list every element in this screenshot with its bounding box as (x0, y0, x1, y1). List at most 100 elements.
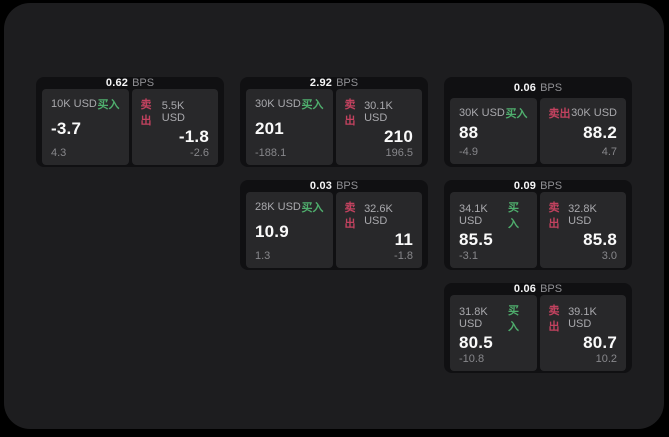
sell-amount: 39.1K USD (568, 306, 597, 330)
quote-card: 2.92 BPS 30K USD 买入 201 -188.1 卖出 30.1K … (240, 77, 428, 167)
buy-top-row: 34.1K USD 买入 (459, 199, 528, 231)
sell-delta: 3.0 (601, 249, 617, 262)
buy-sell-panels: 34.1K USD 买入 85.5 -3.1 卖出 32.8K USD 85.8… (450, 192, 626, 268)
buy-amount: 34.1K USD (459, 203, 488, 227)
buy-delta: 1.3 (255, 249, 271, 262)
sell-delta: 10.2 (595, 352, 617, 365)
buy-price: 85.5 (459, 230, 493, 249)
buy-top-row: 28K USD 买入 (255, 199, 324, 215)
buy-amount: 31.8K USD (459, 306, 488, 330)
sell-side-label: 卖出 (548, 108, 571, 120)
buy-amount: 30K USD (255, 98, 301, 110)
card-header: 0.06 BPS (450, 283, 626, 295)
buy-panel[interactable]: 30K USD 买入 201 -188.1 (246, 89, 333, 165)
sell-delta: 196.5 (385, 146, 413, 159)
quote-card: 0.06 BPS 30K USD 买入 88 -4.9 卖出 30K USD 8… (444, 77, 632, 167)
bps-unit-label: BPS (336, 180, 359, 192)
sell-price: 85.8 (583, 230, 617, 249)
sell-panel[interactable]: 卖出 39.1K USD 80.7 10.2 (539, 295, 626, 371)
sell-side-label: 卖出 (548, 305, 560, 333)
quote-card: 0.06 BPS 31.8K USD 买入 80.5 -10.8 卖出 39.1… (444, 283, 632, 373)
buy-delta: -10.8 (459, 352, 485, 365)
quote-card: 0.62 BPS 10K USD 买入 -3.7 4.3 卖出 5.5K USD… (36, 77, 224, 167)
sell-amount: 32.8K USD (568, 203, 597, 227)
buy-sell-panels: 10K USD 买入 -3.7 4.3 卖出 5.5K USD -1.8 -2.… (42, 89, 218, 165)
buy-side-label: 买入 (301, 202, 324, 214)
buy-price: 10.9 (255, 222, 289, 241)
sell-price: 80.7 (583, 333, 617, 352)
sell-top-row: 卖出 39.1K USD (549, 302, 618, 334)
bps-value: 0.03 (309, 180, 333, 192)
sell-panel[interactable]: 卖出 5.5K USD -1.8 -2.6 (131, 89, 218, 165)
buy-side-label: 买入 (507, 202, 519, 230)
buy-delta: -188.1 (255, 146, 287, 159)
quote-card: 0.03 BPS 28K USD 买入 10.9 1.3 卖出 32.6K US… (240, 180, 428, 270)
quotes-grid: 0.62 BPS 10K USD 买入 -3.7 4.3 卖出 5.5K USD… (36, 77, 632, 373)
sell-panel[interactable]: 卖出 32.8K USD 85.8 3.0 (539, 192, 626, 268)
buy-side-label: 买入 (97, 99, 120, 111)
bps-unit-label: BPS (540, 283, 563, 295)
sell-panel[interactable]: 卖出 32.6K USD 11 -1.8 (335, 192, 422, 268)
buy-panel[interactable]: 31.8K USD 买入 80.5 -10.8 (450, 295, 537, 371)
sell-panel[interactable]: 卖出 30.1K USD 210 196.5 (335, 89, 422, 165)
buy-sell-panels: 30K USD 买入 201 -188.1 卖出 30.1K USD 210 1… (246, 89, 422, 165)
bps-unit-label: BPS (336, 77, 359, 89)
bps-value: 0.06 (513, 283, 537, 295)
buy-top-row: 30K USD 买入 (459, 105, 528, 121)
sell-side-label: 卖出 (548, 202, 560, 230)
buy-delta: 4.3 (51, 146, 67, 159)
sell-panel[interactable]: 卖出 30K USD 88.2 4.7 (539, 98, 626, 164)
sell-delta: -1.8 (394, 249, 413, 262)
sell-price: 88.2 (583, 123, 617, 143)
sell-top-row: 卖出 30K USD (549, 105, 618, 121)
sell-delta: 4.7 (601, 146, 617, 158)
buy-delta: -4.9 (459, 146, 478, 158)
sell-amount: 30.1K USD (364, 100, 393, 124)
sell-top-row: 卖出 32.8K USD (549, 199, 618, 231)
sell-side-label: 卖出 (140, 99, 152, 127)
buy-panel[interactable]: 30K USD 买入 88 -4.9 (450, 98, 537, 164)
sell-price: -1.8 (178, 127, 209, 146)
buy-amount: 30K USD (459, 107, 505, 119)
buy-price: 201 (255, 119, 284, 138)
sell-price: 11 (394, 230, 413, 249)
sell-amount: 5.5K USD (161, 100, 185, 124)
buy-top-row: 10K USD 买入 (51, 96, 120, 112)
buy-panel[interactable]: 34.1K USD 买入 85.5 -3.1 (450, 192, 537, 268)
card-header: 0.09 BPS (450, 180, 626, 192)
app-window: 0.62 BPS 10K USD 买入 -3.7 4.3 卖出 5.5K USD… (4, 3, 664, 429)
buy-amount: 28K USD (255, 201, 301, 213)
sell-side-label: 卖出 (344, 202, 356, 230)
card-header: 0.62 BPS (42, 77, 218, 89)
bps-value: 0.62 (105, 77, 129, 89)
buy-side-label: 买入 (507, 305, 519, 333)
buy-panel[interactable]: 28K USD 买入 10.9 1.3 (246, 192, 333, 268)
bps-value: 0.06 (513, 81, 537, 94)
sell-top-row: 卖出 5.5K USD (141, 96, 210, 128)
buy-panel[interactable]: 10K USD 买入 -3.7 4.3 (42, 89, 129, 165)
buy-side-label: 买入 (505, 108, 528, 120)
sell-top-row: 卖出 30.1K USD (345, 96, 414, 128)
buy-sell-panels: 28K USD 买入 10.9 1.3 卖出 32.6K USD 11 -1.8 (246, 192, 422, 268)
buy-price: -3.7 (51, 119, 82, 138)
buy-amount: 10K USD (51, 98, 97, 110)
sell-price: 210 (384, 127, 413, 146)
quote-card: 0.09 BPS 34.1K USD 买入 85.5 -3.1 卖出 32.8K… (444, 180, 632, 270)
sell-side-label: 卖出 (344, 99, 356, 127)
card-header: 2.92 BPS (246, 77, 422, 89)
sell-top-row: 卖出 32.6K USD (345, 199, 414, 231)
buy-top-row: 31.8K USD 买入 (459, 302, 528, 334)
buy-price: 88 (459, 123, 479, 143)
buy-sell-panels: 31.8K USD 买入 80.5 -10.8 卖出 39.1K USD 80.… (450, 295, 626, 371)
bps-unit-label: BPS (540, 81, 563, 94)
buy-sell-panels: 30K USD 买入 88 -4.9 卖出 30K USD 88.2 4.7 (450, 98, 626, 164)
sell-delta: -2.6 (190, 146, 209, 159)
card-header: 0.03 BPS (246, 180, 422, 192)
bps-value: 0.09 (513, 180, 537, 192)
bps-value: 2.92 (309, 77, 333, 89)
buy-side-label: 买入 (301, 99, 324, 111)
sell-amount: 32.6K USD (364, 203, 393, 227)
buy-top-row: 30K USD 买入 (255, 96, 324, 112)
buy-price: 80.5 (459, 333, 493, 352)
sell-amount: 30K USD (571, 107, 617, 119)
